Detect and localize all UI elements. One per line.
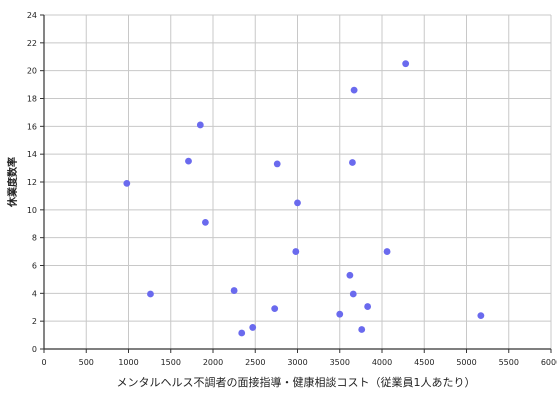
data-point	[273, 160, 281, 168]
data-point	[358, 326, 366, 333]
data-point	[123, 179, 131, 187]
x-tick-label: 2500	[245, 358, 265, 367]
x-tick-label: 4000	[372, 358, 392, 367]
data-point	[364, 303, 372, 310]
data-point	[147, 290, 154, 298]
tick-labels: 0 500 1000 1500 2000 2500 3000 3500 4000 4500 5000…	[27, 11, 557, 367]
x-tick-label: 5000	[456, 358, 476, 367]
x-tick-label: 3500	[330, 358, 350, 367]
data-points	[123, 60, 485, 337]
axes	[40, 14, 552, 353]
x-tick-label: 2000	[203, 358, 223, 367]
data-point	[249, 324, 257, 331]
y-tick-label: 10	[27, 206, 37, 215]
y-tick-label: 14	[27, 150, 37, 159]
x-axis-title: メンタルヘルス不調者の面接指導・健康相談コスト（従業員1人あたり）	[117, 375, 476, 389]
y-tick-label: 12	[27, 178, 37, 187]
data-point	[402, 60, 410, 68]
y-tick-label: 8	[32, 234, 37, 243]
grid-lines	[43, 14, 552, 350]
x-tick-label: 3000	[287, 358, 307, 367]
x-tick-label: 0	[41, 358, 46, 367]
data-point	[349, 290, 357, 298]
y-tick-label: 20	[27, 67, 37, 76]
y-tick-label: 24	[27, 11, 37, 20]
y-tick-label: 4	[32, 289, 37, 298]
data-point	[196, 121, 204, 129]
data-point	[336, 310, 344, 318]
x-tick-label: 500	[79, 358, 94, 367]
y-tick-label: 16	[27, 122, 37, 131]
x-tick-label: 1000	[118, 358, 138, 367]
y-tick-label: 2	[32, 317, 37, 326]
data-point	[185, 157, 192, 165]
x-tick-label: 5500	[499, 358, 519, 367]
data-point	[350, 86, 358, 94]
y-axis-title: 休業度数率	[6, 157, 19, 208]
data-point	[238, 329, 246, 337]
y-tick-label: 6	[32, 262, 37, 271]
data-point	[271, 305, 279, 313]
data-point	[292, 248, 300, 255]
y-tick-label: 18	[27, 95, 37, 104]
data-point	[346, 271, 354, 279]
x-tick-label: 1500	[161, 358, 181, 367]
data-point	[477, 312, 485, 319]
y-tick-label: 22	[27, 39, 37, 48]
data-point	[294, 199, 301, 207]
y-tick-label: 0	[32, 345, 37, 354]
data-point	[383, 248, 391, 255]
x-tick-label: 4500	[414, 358, 434, 367]
data-point	[230, 287, 238, 294]
data-point	[201, 218, 209, 226]
data-point	[349, 159, 356, 166]
